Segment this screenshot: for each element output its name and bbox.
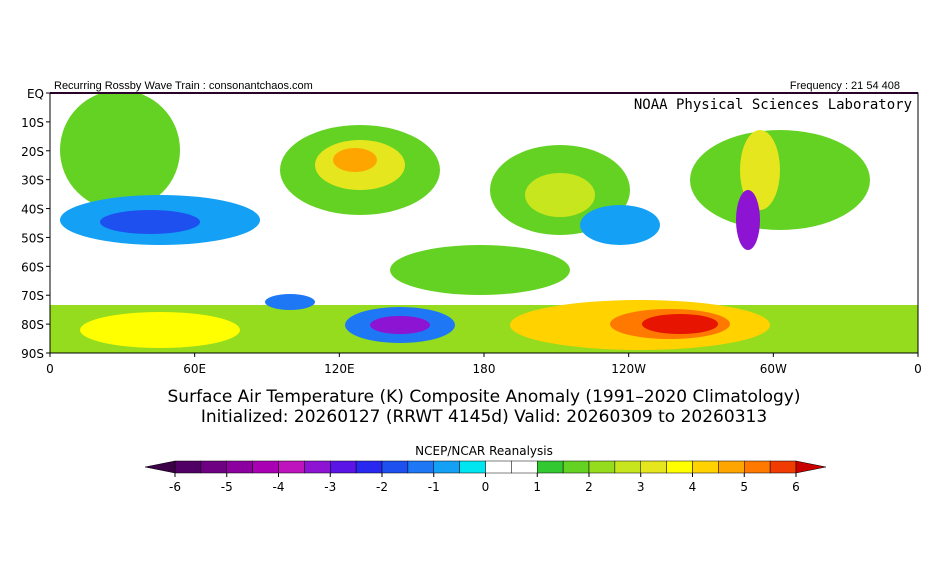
colorbar-tick-label: 4 — [689, 480, 697, 494]
colorbar-tick-label: -2 — [376, 480, 388, 494]
colorbar-bin — [381, 460, 409, 474]
map-field — [50, 93, 918, 353]
colorbar-bin — [174, 460, 202, 474]
colorbar-bin — [588, 460, 616, 474]
colorbar-tick-label: -6 — [169, 480, 181, 494]
colorbar-bin — [718, 460, 745, 474]
colorbar-tick-label: 5 — [740, 480, 748, 494]
colorbar-tick-label: -5 — [221, 480, 233, 494]
colorbar-bin — [278, 460, 305, 474]
colorbar-bin — [614, 460, 641, 474]
colorbar-bin — [485, 460, 512, 474]
lon-label: 120E — [324, 362, 355, 376]
colorbar-bin — [252, 460, 279, 474]
lon-label: 60E — [183, 362, 206, 376]
colorbar-bin — [640, 460, 667, 474]
colorbar-bin — [200, 460, 227, 474]
lat-label: 30S — [21, 174, 44, 188]
colorbar-bin — [304, 460, 331, 474]
lon-label: 120W — [611, 362, 646, 376]
colorbar-tick-label: -4 — [273, 480, 285, 494]
colorbar-tick-label: 3 — [637, 480, 645, 494]
colorbar-tick-label: -3 — [324, 480, 336, 494]
lon-label: 60W — [760, 362, 787, 376]
lon-label: 0 — [46, 362, 54, 376]
colorbar-low — [144, 460, 176, 474]
colorbar-bin — [433, 460, 460, 474]
colorbar-tick-label: 6 — [792, 480, 800, 494]
lon-label: 0 — [914, 362, 922, 376]
lat-label: 60S — [21, 260, 44, 274]
colorbar-bin — [692, 460, 719, 474]
colorbar-bin — [666, 460, 693, 474]
lat-label: 70S — [21, 289, 44, 303]
title-line2: Initialized: 20260127 (RRWT 4145d) Valid… — [201, 407, 767, 427]
credit: NOAA Physical Sciences Laboratory — [634, 97, 912, 113]
lat-label: 90S — [21, 347, 44, 361]
colorbar-tick-label: 1 — [533, 480, 541, 494]
colorbar-bin — [330, 460, 357, 474]
header-right: Frequency : 21 54 408 — [790, 80, 900, 92]
colorbar-bin — [769, 460, 797, 474]
title-line1: Surface Air Temperature (K) Composite An… — [168, 387, 801, 407]
colorbar-bin — [744, 460, 771, 474]
lat-label: 10S — [21, 116, 44, 130]
colorbar-bin — [511, 460, 538, 474]
colorbar-label: NCEP/NCAR Reanalysis — [415, 444, 553, 458]
colorbar-high — [795, 460, 827, 474]
colorbar-bin — [407, 460, 434, 474]
lat-label: 50S — [21, 231, 44, 245]
colorbar-bin — [459, 460, 486, 474]
colorbar-tick-label: 2 — [585, 480, 593, 494]
lon-label: 180 — [473, 362, 496, 376]
header-left: Recurring Rossby Wave Train : consonantc… — [54, 80, 313, 92]
colorbar-bin — [226, 460, 253, 474]
lat-label: 20S — [21, 145, 44, 159]
colorbar-tick-label: 0 — [482, 480, 490, 494]
lat-label: EQ — [27, 87, 44, 101]
colorbar-bin — [355, 460, 383, 474]
colorbar: -6 -5 -4 -3 -2 -1 0 1 2 3 4 5 6 — [144, 460, 827, 494]
colorbar-bin — [537, 460, 564, 474]
colorbar-bin — [562, 460, 590, 474]
lat-label: 40S — [21, 203, 44, 217]
lat-label: 80S — [21, 318, 44, 332]
colorbar-tick-label: -1 — [428, 480, 440, 494]
